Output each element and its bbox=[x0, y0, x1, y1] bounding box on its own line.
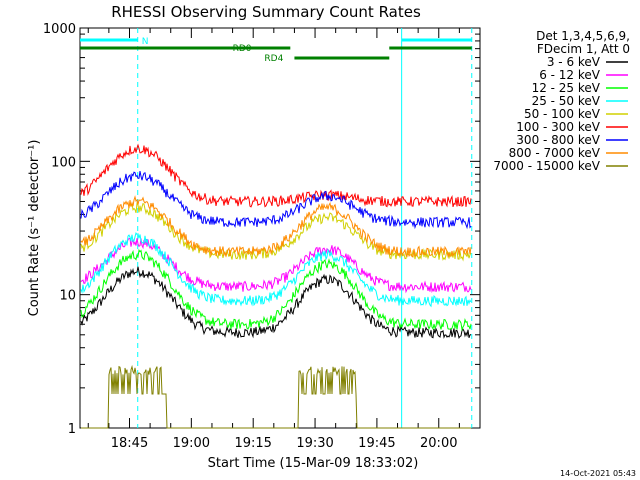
legend-entry-label: 800 - 7000 keV bbox=[509, 146, 601, 160]
legend-header-line: Det 1,3,4,5,6,9, bbox=[536, 29, 630, 43]
chart-title: RHESSI Observing Summary Count Rates bbox=[111, 3, 421, 21]
series-line bbox=[80, 248, 472, 332]
x-tick-label: 19:00 bbox=[173, 436, 210, 451]
series-line bbox=[81, 364, 471, 429]
flag-label-rd0: RD0 bbox=[233, 44, 252, 54]
x-tick-label: 18:45 bbox=[111, 436, 148, 451]
flag-label-n: N bbox=[142, 37, 149, 47]
series-line bbox=[80, 201, 472, 262]
legend-entry-label: 12 - 25 keV bbox=[532, 81, 601, 95]
series-line bbox=[80, 195, 472, 259]
series-line bbox=[80, 231, 472, 308]
legend-entry-label: 100 - 300 keV bbox=[516, 120, 600, 134]
legend-entry-label: 3 - 6 keV bbox=[547, 55, 601, 69]
legend-entry-label: 25 - 50 keV bbox=[532, 94, 601, 108]
legend-entry-label: 7000 - 15000 keV bbox=[493, 159, 600, 173]
y-tick-label: 10 bbox=[59, 289, 76, 304]
series-line bbox=[80, 237, 472, 294]
legend-entry-label: 300 - 800 keV bbox=[516, 133, 600, 147]
series-line bbox=[80, 143, 472, 208]
y-tick-label: 100 bbox=[51, 155, 76, 170]
x-axis-label: Start Time (15-Mar-09 18:33:02) bbox=[208, 456, 419, 471]
x-tick-label: 19:45 bbox=[358, 436, 395, 451]
footer-date: 14-Oct-2021 05:43 bbox=[560, 469, 636, 478]
x-tick-label: 19:15 bbox=[234, 436, 271, 451]
y-tick-label: 1 bbox=[68, 422, 76, 437]
legend-header-line: FDecim 1, Att 0 bbox=[537, 42, 630, 56]
y-tick-label: 1000 bbox=[43, 22, 76, 37]
series-line bbox=[80, 171, 472, 230]
flag-label-rd4: RD4 bbox=[264, 54, 283, 64]
y-axis-label: Count Rate (s⁻¹ detector⁻¹) bbox=[27, 140, 42, 317]
legend-entry-label: 6 - 12 keV bbox=[539, 68, 601, 82]
series-line bbox=[80, 266, 472, 339]
plot-frame bbox=[79, 27, 481, 429]
x-tick-label: 20:00 bbox=[420, 436, 457, 451]
x-tick-label: 19:30 bbox=[296, 436, 333, 451]
legend-entry-label: 50 - 100 keV bbox=[524, 107, 601, 121]
